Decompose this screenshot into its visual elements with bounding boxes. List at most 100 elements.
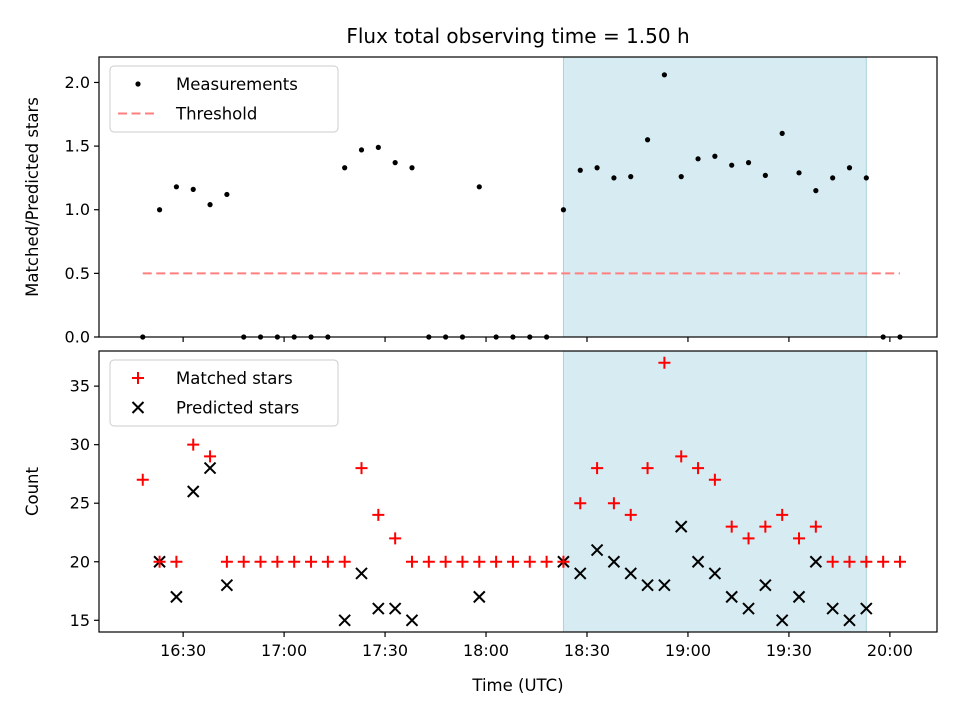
y-tick-label: 0.0 — [65, 328, 90, 347]
measurement-point — [695, 156, 701, 162]
matched-star-point — [204, 450, 217, 463]
matched-star-point — [305, 555, 318, 568]
predicted-star-point — [170, 590, 183, 604]
matched-star-point — [826, 555, 839, 568]
matched-star-point — [153, 555, 166, 568]
matched-star-point — [675, 450, 688, 463]
legend-label: Predicted stars — [176, 399, 299, 418]
bottom-axes-frame — [98, 350, 938, 633]
measurement-point — [392, 160, 398, 166]
predicted-star-point — [607, 555, 621, 568]
matched-star-point — [742, 532, 755, 545]
bottom-x-ticks: 16:30 17:00 17:30 18:00 18:30 19:00 19:30 20:00 — [160, 632, 913, 660]
matched-star-point — [793, 532, 806, 545]
measurement-point — [712, 153, 718, 159]
matched-star-point — [456, 555, 469, 568]
measurement-point — [224, 191, 230, 198]
measurement-point — [729, 162, 735, 168]
matched-star-point — [321, 555, 334, 568]
matched-star-point — [254, 555, 267, 568]
x-tick-label: 18:00 — [463, 641, 509, 660]
measurement-point — [678, 174, 684, 180]
legend-label: Threshold — [175, 105, 257, 124]
x-tick-label: 17:30 — [362, 641, 408, 660]
legend-label: Measurements — [176, 75, 298, 94]
predicted-star-point — [658, 578, 671, 592]
matched-star-point — [506, 555, 519, 568]
y-tick-label: 20 — [70, 552, 90, 571]
top-x-ticks — [182, 337, 891, 342]
measurement-point — [863, 175, 869, 181]
legend-box — [109, 65, 339, 133]
matched-star-point — [439, 555, 452, 568]
measurement-point — [577, 167, 583, 173]
bottom-y-axis-label: Count — [23, 466, 42, 516]
measurement-point — [745, 160, 752, 166]
predicted-star-point — [220, 578, 234, 592]
matched-star-point — [641, 462, 654, 475]
measurement-point — [779, 130, 785, 136]
matched-star-point — [658, 356, 671, 369]
predicted-star-point — [691, 555, 705, 568]
matched-star-point — [405, 555, 418, 568]
matched-star-point — [591, 462, 604, 475]
x-axis-label: Time (UTC) — [471, 676, 563, 695]
predicted-star-point — [826, 602, 839, 615]
predicted-star-point — [809, 555, 823, 568]
measurement-point — [375, 144, 381, 150]
predicted-star-point — [574, 567, 587, 580]
legend-x-marker — [131, 401, 145, 414]
measurement-point — [611, 175, 617, 181]
observing-window-shade — [562, 350, 867, 633]
x-tick-label: 19:30 — [766, 641, 812, 660]
matched-star-point — [708, 473, 721, 486]
predicted-star-point — [355, 567, 368, 580]
top-panel: 0.00.51.01.52.0 Matched/Predicted stars … — [23, 56, 938, 347]
matched-star-point — [540, 555, 553, 568]
y-tick-label: 1.5 — [65, 137, 90, 156]
matched-star-point — [220, 555, 233, 568]
measurement-point — [476, 184, 482, 190]
predicted-star-point — [759, 578, 772, 592]
measurement-point — [207, 202, 213, 208]
matched-star-point — [860, 555, 873, 568]
measurement-point — [846, 165, 853, 171]
matched-star-point — [136, 473, 149, 486]
matched-star-point — [355, 462, 368, 475]
matched-star-point — [893, 555, 906, 568]
bottom-y-ticks: 15 20 25 30 35 — [70, 377, 99, 630]
observing-window-shade — [562, 56, 867, 338]
legend-label: Matched stars — [176, 369, 293, 388]
y-tick-label: 35 — [70, 377, 90, 396]
matched-star-point — [809, 520, 822, 533]
measurement-point — [762, 172, 768, 178]
predicted-star-point — [187, 485, 200, 498]
bottom-legend: Matched stars Predicted stars — [109, 359, 339, 427]
matched-star-point — [523, 555, 536, 568]
predicted-star-point — [388, 602, 402, 615]
predicted-star-point — [405, 614, 419, 627]
measurement-point — [342, 165, 348, 171]
predicted-star-point — [203, 461, 217, 475]
measurement-point — [796, 170, 802, 176]
matched-star-point — [877, 555, 890, 568]
matched-star-point — [624, 508, 637, 521]
predicted-star-point — [792, 590, 806, 604]
predicted-star-point — [338, 614, 351, 627]
matched-star-point — [372, 508, 385, 521]
predicted-star-point — [624, 567, 637, 580]
measurement-point — [830, 175, 836, 181]
y-tick-label: 25 — [70, 494, 90, 513]
predicted-star-point — [372, 602, 385, 615]
y-tick-label: 2.0 — [65, 73, 90, 92]
matched-star-point — [170, 555, 183, 568]
predicted-star-point — [590, 543, 604, 557]
predicted-star-point — [775, 614, 789, 627]
measurement-point — [594, 165, 600, 171]
chart-title: Flux total observing time = 1.50 h — [346, 24, 689, 48]
matched-star-point — [759, 520, 772, 533]
measurement-point — [628, 174, 634, 180]
top-y-axis-label: Matched/Predicted stars — [23, 97, 42, 297]
measurement-point — [190, 186, 196, 192]
x-tick-label: 18:30 — [564, 641, 610, 660]
